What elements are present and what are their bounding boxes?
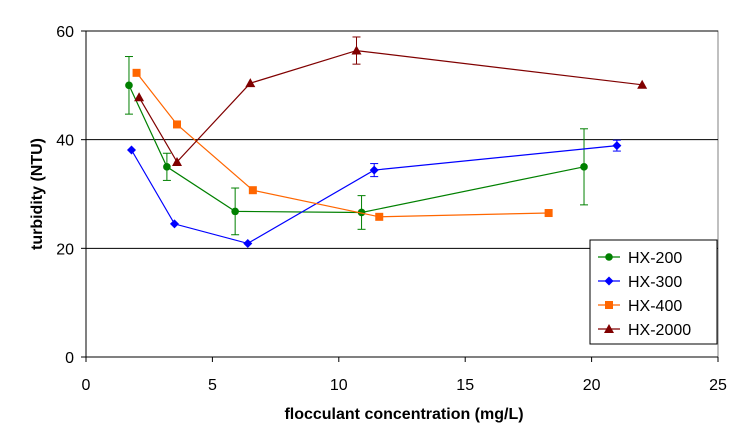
legend-marker-HX-200 [605,253,613,261]
x-tick-label: 20 [583,377,601,394]
legend-label: HX-2000 [628,322,691,339]
series-HX-2000 [134,36,648,166]
x-tick-label: 0 [82,377,91,394]
data-point [369,165,379,175]
data-point [248,186,257,195]
data-point [637,79,648,89]
data-point [580,163,588,171]
data-point [132,68,141,77]
data-point [351,45,362,55]
data-point [172,156,183,166]
data-point [173,120,182,129]
data-point [163,163,171,171]
legend-marker-HX-400 [605,301,613,309]
legend-marker-HX-300 [604,276,614,286]
y-tick-label: 0 [65,350,74,367]
series-layer [124,36,648,248]
data-point [231,207,239,216]
legend-marker-HX-2000 [604,324,614,333]
data-point [134,92,145,102]
data-point [127,145,137,155]
x-tick-label: 15 [456,377,474,394]
legend: HX-200 HX-300 HX-400 HX-2000 [589,239,718,345]
y-tick-label: 60 [56,24,74,41]
series-HX-400 [132,68,553,221]
data-point [245,78,256,88]
series-HX-200 [124,56,589,236]
y-tick-label: 20 [56,241,74,258]
legend-label: HX-300 [628,274,682,291]
y-axis: 0 20 40 60 [56,24,87,367]
data-point [243,238,253,248]
series-HX-300 [127,139,622,248]
y-axis-title: turbidity (NTU) [29,138,46,250]
x-tick-label: 10 [330,377,348,394]
data-point [544,209,553,218]
x-tick-label: 25 [709,377,727,394]
data-point [125,81,133,90]
x-tick-label: 5 [208,377,217,394]
data-point [169,219,179,229]
x-axis: 0 5 10 15 20 25 [82,356,727,394]
data-point [375,212,384,221]
legend-label: HX-200 [628,250,682,267]
x-axis-title: flocculant concentration (mg/L) [284,406,523,423]
legend-label: HX-400 [628,298,682,315]
data-point [612,141,622,151]
y-tick-label: 40 [56,133,74,150]
